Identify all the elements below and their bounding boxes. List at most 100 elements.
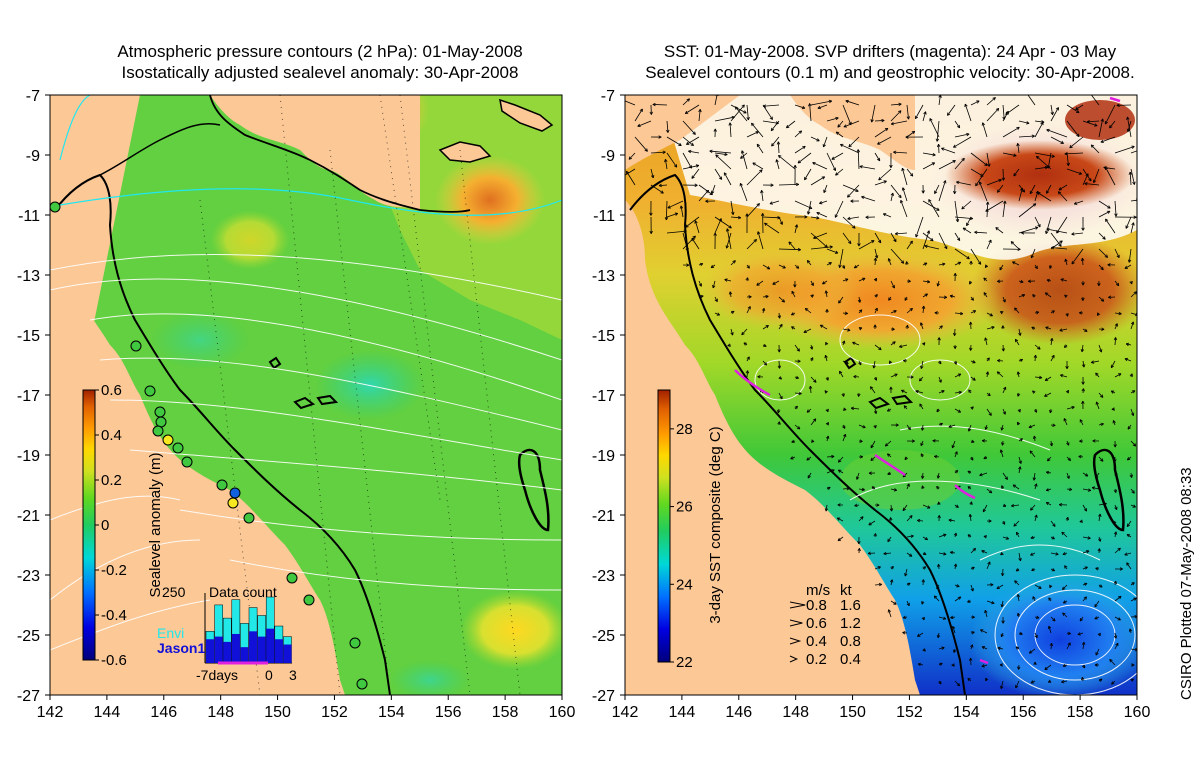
right-ytick--17: -17: [592, 388, 615, 405]
new-guinea-land: [120, 95, 420, 210]
right-xtick-158: 158: [1067, 704, 1094, 721]
data-count-histogram: 250 Data count Envi Jason1 -7days 0 3: [157, 584, 297, 683]
right-xtick-146: 146: [725, 704, 752, 721]
left-colorbar: 0.6 0.4 0.2 0 -0.2 -0.4 -0.6 Sealevel anomaly …: [82, 382, 164, 669]
velkey-header-kt: kt: [840, 582, 853, 599]
isobar-contours: [50, 254, 562, 651]
left-xtick-154: 154: [378, 704, 405, 721]
right-xtick-148: 148: [782, 704, 809, 721]
isobar-cyan: [59, 95, 562, 216]
right-colorbar: 28 26 24 22 3-day SST composite (deg C): [657, 389, 724, 671]
velkey-arrow: [789, 637, 802, 645]
right-xtick-156: 156: [1010, 704, 1037, 721]
left-xtick-146: 146: [150, 704, 177, 721]
sealevel-contours: [754, 314, 1137, 695]
left-title-line1: Atmospheric pressure contours (2 hPa): 0…: [117, 42, 523, 61]
hist-xlabel-zero: 0: [265, 667, 273, 683]
hist-xlabel-start: -7days: [196, 667, 238, 683]
right-cb-tick-28: 28: [676, 421, 693, 438]
right-xtick-154: 154: [953, 704, 980, 721]
right-ytick--13: -13: [592, 268, 615, 285]
velkey-kt-0.4: 0.4: [840, 651, 861, 668]
left-ytick--27: -27: [17, 688, 40, 705]
left-ytick--23: -23: [17, 568, 40, 585]
right-cb-tick-22: 22: [676, 654, 693, 671]
left-ytick--19: -19: [17, 448, 40, 465]
reef-outline: [517, 448, 550, 532]
velkey-header-ms: m/s: [806, 582, 830, 599]
left-xtick-150: 150: [264, 704, 291, 721]
hist-bar-jason: [266, 628, 275, 663]
right-xtick-144: 144: [669, 704, 696, 721]
right-xtick-152: 152: [896, 704, 923, 721]
left-cb-tick-0: 0: [101, 517, 109, 534]
left-xtick-142: 142: [37, 704, 64, 721]
right-ytick--27: -27: [592, 688, 615, 705]
right-cb-tick-26: 26: [676, 499, 693, 516]
left-ytick--17: -17: [17, 388, 40, 405]
left-map: [50, 95, 562, 695]
velkey-kt-1.2: 1.2: [840, 615, 861, 632]
left-xtick-144: 144: [94, 704, 121, 721]
right-cb-tick-24: 24: [676, 576, 693, 593]
left-ytick--13: -13: [17, 268, 40, 285]
right-xtick-160: 160: [1124, 704, 1151, 721]
right-ytick--11: -11: [593, 208, 615, 225]
right-ytick--19: -19: [592, 448, 615, 465]
right-axes: 142 144 146 148 150 152 154 156 158 160 -7 -9 -11 -13…: [592, 88, 1151, 721]
right-xtick-150: 150: [839, 704, 866, 721]
right-ytick--15: -15: [592, 328, 615, 345]
right-panel-title: SST: 01-May-2008. SVP drifters (magenta)…: [595, 41, 1185, 83]
right-ytick--9: -9: [601, 148, 615, 165]
left-ytick--11: -11: [18, 208, 40, 225]
left-ytick--25: -25: [17, 628, 40, 645]
left-xtick-160: 160: [549, 704, 576, 721]
right-colorbar-label: 3-day SST composite (deg C): [707, 426, 724, 623]
velkey-ms-0.4: 0.4: [806, 633, 827, 650]
hist-ymax: 250: [162, 584, 186, 600]
left-cb-tick-0.6: 0.6: [101, 382, 122, 399]
hist-title: Data count: [209, 584, 277, 600]
velocity-key: m/s kt 0.8 1.60.6 1.20.4 0.80.2 0.4: [789, 582, 861, 668]
velkey-kt-1.6: 1.6: [840, 597, 861, 614]
hist-bar-jason: [249, 631, 258, 663]
australia-land: [50, 200, 345, 695]
hist-bar-jason: [274, 639, 283, 663]
velkey-kt-0.8: 0.8: [840, 633, 861, 650]
velkey-arrow: [789, 619, 803, 627]
left-panel-title: Atmospheric pressure contours (2 hPa): 0…: [60, 41, 580, 83]
right-map: [625, 95, 1137, 695]
left-ytick--21: -21: [17, 508, 40, 525]
right-ytick--7: -7: [601, 88, 615, 105]
geostrophic-velocity-vectors: [625, 95, 1137, 690]
credit-label: CSIRO Plotted 07-May-2008 08:33: [1178, 467, 1195, 700]
left-ytick--7: -7: [26, 88, 40, 105]
shelf-edge-200m: [54, 173, 391, 695]
right-ytick--21: -21: [592, 508, 615, 525]
left-ytick--15: -15: [17, 328, 40, 345]
left-cb-tick--0.4: -0.4: [101, 607, 127, 624]
right-title-line1: SST: 01-May-2008. SVP drifters (magenta)…: [663, 42, 1117, 61]
left-title-line2: Isostatically adjusted sealevel anomaly:…: [121, 63, 519, 82]
hist-bar-jason: [231, 633, 240, 663]
left-xtick-148: 148: [207, 704, 234, 721]
tide-gauges: [50, 201, 368, 690]
left-cb-tick-0.2: 0.2: [101, 472, 122, 489]
left-colorbar-label: Sealevel anomaly (m): [147, 452, 164, 597]
velkey-arrow: [789, 601, 806, 609]
left-xtick-158: 158: [492, 704, 519, 721]
left-xtick-156: 156: [435, 704, 462, 721]
velkey-ms-0.2: 0.2: [806, 651, 827, 668]
hist-xlabel-end: 3: [289, 667, 297, 683]
right-australia-land: [625, 200, 920, 695]
hist-bar-jason: [257, 636, 266, 663]
velkey-ms-0.8: 0.8: [806, 597, 827, 614]
left-xtick-152: 152: [321, 704, 348, 721]
left-axes: 142 144 146 148 150 152 154 156 158 160 -7 -9 -11 -13…: [17, 88, 576, 721]
sla-low-anomaly: [315, 350, 425, 420]
left-ytick--9: -9: [26, 148, 40, 165]
velkey-arrow: [789, 655, 799, 663]
left-cb-tick-0.4: 0.4: [101, 427, 122, 444]
right-xtick-142: 142: [612, 704, 639, 721]
